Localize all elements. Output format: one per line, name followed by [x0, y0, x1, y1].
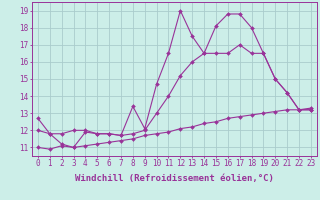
X-axis label: Windchill (Refroidissement éolien,°C): Windchill (Refroidissement éolien,°C): [75, 174, 274, 183]
